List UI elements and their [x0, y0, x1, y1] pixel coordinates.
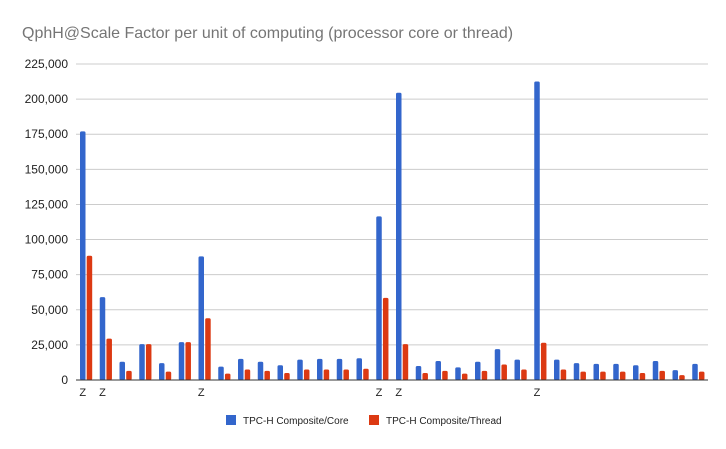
bar-core[interactable]	[99, 297, 106, 380]
bar-thread[interactable]	[679, 375, 685, 380]
bar-core[interactable]	[119, 361, 126, 380]
bar-core[interactable]	[554, 359, 560, 380]
bar-thread[interactable]	[402, 344, 409, 380]
legend-label-thread[interactable]: TPC-H Composite/Thread	[386, 416, 502, 427]
y-tick-label: 125,000	[25, 197, 69, 211]
bar-thread[interactable]	[422, 372, 428, 380]
bar-thread[interactable]	[600, 371, 606, 380]
bar-thread[interactable]	[284, 372, 290, 380]
bar-core[interactable]	[317, 358, 323, 380]
bar-core[interactable]	[277, 365, 284, 380]
x-category-label: Z	[79, 387, 86, 399]
y-tick-label: 150,000	[25, 162, 69, 176]
y-tick-label: 50,000	[31, 303, 68, 317]
bar-thread[interactable]	[165, 371, 172, 380]
legend[interactable]: TPC-H Composite/Core TPC-H Composite/Thre…	[226, 415, 502, 427]
bar-thread[interactable]	[659, 370, 665, 380]
bar-core[interactable]	[80, 131, 86, 380]
y-tick-label: 225,000	[25, 57, 69, 71]
bar-thread[interactable]	[145, 344, 152, 380]
bar-thread[interactable]	[106, 338, 112, 380]
y-tick-label: 25,000	[31, 338, 68, 352]
bar-core[interactable]	[514, 359, 521, 380]
bar-core[interactable]	[159, 363, 165, 380]
bar-thread[interactable]	[442, 370, 448, 380]
bar-thread[interactable]	[382, 297, 389, 380]
legend-swatch-core[interactable]	[226, 415, 236, 425]
bar-core[interactable]	[198, 256, 205, 380]
bar-core[interactable]	[475, 361, 481, 380]
bars	[80, 81, 705, 381]
bar-thread[interactable]	[303, 369, 310, 380]
bar-thread[interactable]	[86, 255, 93, 380]
legend-label-core[interactable]: TPC-H Composite/Core	[243, 416, 349, 427]
bar-thread[interactable]	[244, 369, 251, 380]
bar-core[interactable]	[356, 358, 363, 380]
x-category-label: Z	[395, 387, 402, 399]
y-tick-label: 175,000	[25, 127, 69, 141]
bar-thread[interactable]	[619, 371, 626, 380]
bar-thread[interactable]	[540, 342, 547, 380]
x-category-label: Z	[534, 387, 541, 399]
bar-core[interactable]	[415, 365, 422, 380]
bar-core[interactable]	[593, 363, 600, 380]
bar-thread[interactable]	[639, 372, 646, 380]
x-category-label: Z	[99, 387, 106, 399]
bar-thread[interactable]	[560, 369, 567, 380]
bar-core[interactable]	[297, 359, 303, 380]
bar-thread[interactable]	[501, 364, 507, 380]
bar-core[interactable]	[376, 216, 382, 380]
y-axis-ticks: 0 25,000 50,000 75,000 100,000 125,000 150,000…	[25, 57, 69, 387]
bar-thread[interactable]	[521, 369, 527, 380]
bar-core[interactable]	[573, 363, 580, 380]
bar-thread[interactable]	[461, 373, 468, 380]
x-category-label: Z	[198, 387, 205, 399]
legend-swatch-thread[interactable]	[369, 415, 379, 425]
bar-core[interactable]	[435, 361, 442, 380]
bar-core[interactable]	[652, 361, 659, 380]
bar-core[interactable]	[534, 81, 540, 381]
bar-core[interactable]	[238, 358, 244, 380]
bar-thread[interactable]	[698, 371, 705, 380]
bar-core[interactable]	[455, 367, 461, 380]
bar-core[interactable]	[494, 349, 501, 380]
bar-thread[interactable]	[363, 368, 369, 380]
bar-thread[interactable]	[126, 370, 132, 380]
bar-core[interactable]	[396, 92, 402, 381]
y-tick-label: 200,000	[25, 92, 69, 106]
x-category-label: Z	[376, 387, 383, 399]
bar-core[interactable]	[178, 342, 185, 380]
y-tick-label: 75,000	[31, 268, 68, 282]
bar-thread[interactable]	[481, 370, 488, 380]
bar-core[interactable]	[692, 363, 698, 380]
bar-core[interactable]	[336, 358, 343, 380]
y-tick-label: 0	[61, 373, 68, 387]
bar-core[interactable]	[257, 361, 264, 380]
bar-thread[interactable]	[580, 371, 586, 380]
bar-core[interactable]	[672, 370, 679, 380]
bar-thread[interactable]	[323, 369, 330, 380]
bar-thread[interactable]	[343, 369, 349, 380]
bar-core[interactable]	[139, 344, 145, 380]
chart-title: QphH@Scale Factor per unit of computing …	[22, 25, 513, 42]
bar-thread[interactable]	[224, 373, 231, 380]
bar-core[interactable]	[218, 366, 224, 380]
bar-thread[interactable]	[264, 370, 270, 380]
bar-thread[interactable]	[185, 342, 191, 380]
gridlines	[76, 63, 708, 346]
bar-core[interactable]	[633, 365, 639, 380]
bar-core[interactable]	[613, 363, 619, 380]
bar-thread[interactable]	[205, 318, 211, 380]
y-tick-label: 100,000	[25, 233, 69, 247]
